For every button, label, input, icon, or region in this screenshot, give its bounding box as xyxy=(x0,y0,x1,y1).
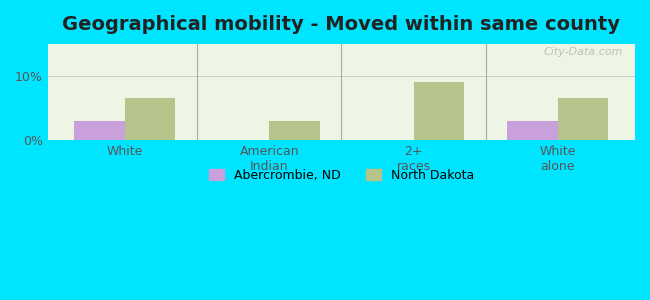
Title: Geographical mobility - Moved within same county: Geographical mobility - Moved within sam… xyxy=(62,15,620,34)
Legend: Abercrombie, ND, North Dakota: Abercrombie, ND, North Dakota xyxy=(204,164,479,187)
Bar xyxy=(507,121,558,140)
Text: City-Data.com: City-Data.com xyxy=(544,47,623,57)
Bar xyxy=(75,121,125,140)
Bar xyxy=(125,98,176,140)
Bar xyxy=(413,82,464,140)
Bar xyxy=(269,121,320,140)
Bar xyxy=(558,98,608,140)
